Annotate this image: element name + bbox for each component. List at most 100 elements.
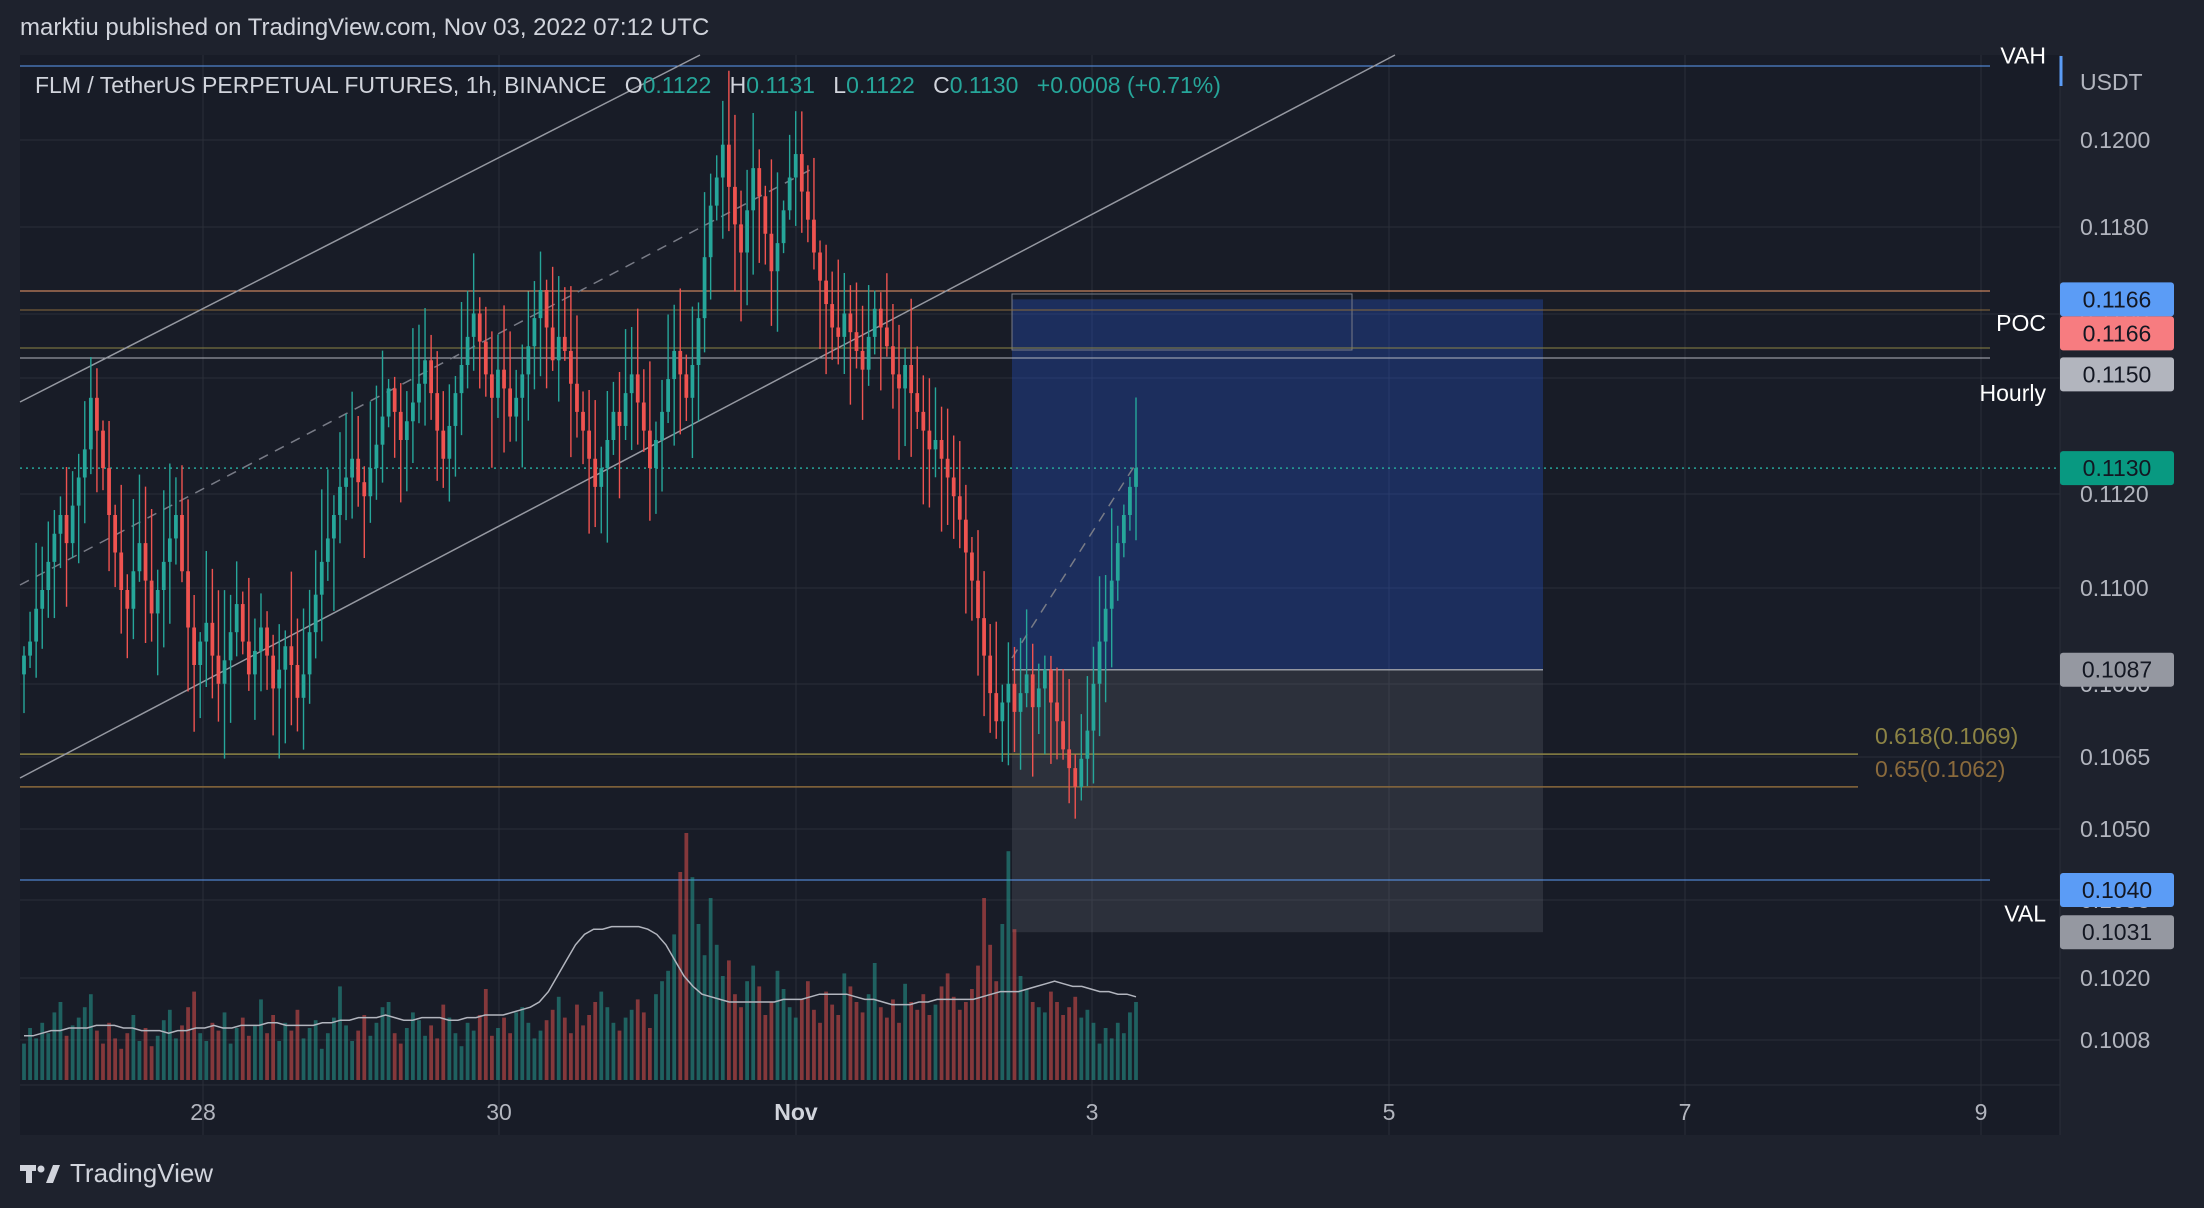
candle-body — [502, 369, 506, 389]
candle-body — [186, 571, 190, 628]
candle-body — [787, 177, 792, 211]
price-tag — [2060, 316, 2174, 351]
volume-bar — [805, 981, 810, 1080]
ohlc-legend: FLM / TetherUS PERPETUAL FUTURES, 1h, BI… — [35, 72, 1221, 99]
loss-zone — [1012, 669, 1543, 933]
candles — [22, 70, 1138, 819]
volume-bar — [1012, 929, 1017, 1080]
candle-body — [860, 350, 865, 370]
x-tick-label: 9 — [1975, 1099, 1988, 1125]
position-zones — [1011, 293, 1543, 933]
volume-bar — [963, 1002, 968, 1080]
volume-bar — [836, 1015, 841, 1080]
candle-body — [915, 393, 920, 412]
volume-bar — [429, 1025, 434, 1080]
candle-body — [872, 308, 877, 337]
volume-bar — [119, 1048, 124, 1080]
volume-bar — [957, 1009, 962, 1080]
candle-body — [1042, 669, 1047, 689]
volume-bar — [1085, 1009, 1090, 1080]
volume-bar — [745, 981, 749, 1080]
candle-body — [726, 144, 731, 187]
volume-bar — [417, 1020, 421, 1080]
volume-bar — [1024, 989, 1029, 1080]
candle-body — [957, 496, 962, 520]
symbol-label[interactable]: FLM / TetherUS PERPETUAL FUTURES, 1h, BI… — [35, 72, 607, 98]
volume-bar — [1073, 996, 1078, 1080]
candle-body — [46, 561, 51, 590]
y-tick-label: 0.1120 — [2080, 481, 2149, 507]
x-tick-label: 7 — [1679, 1099, 1692, 1125]
candle-body — [459, 365, 464, 394]
volume-bar — [301, 1038, 306, 1080]
candle-body — [180, 515, 184, 572]
volume-bar — [641, 1012, 646, 1080]
volume-bar — [690, 877, 695, 1080]
volume-bar — [647, 1028, 652, 1080]
candle-body — [125, 590, 130, 609]
volume-bar — [939, 986, 944, 1080]
volume-bar — [976, 965, 980, 1080]
volume-bar — [423, 1035, 427, 1080]
candle-body — [848, 313, 853, 333]
volume-bar — [22, 1043, 26, 1080]
volume-bar — [216, 1030, 221, 1080]
volume-bar — [161, 1020, 166, 1080]
candle-body — [1055, 702, 1059, 722]
axis-labels: 0.12000.11800.11600.11400.11200.11000.10… — [20, 43, 2174, 1135]
volume-bar — [1049, 991, 1053, 1080]
volume-bar — [313, 1020, 318, 1080]
volume-bar — [1079, 1017, 1084, 1080]
volume-bar — [781, 989, 786, 1080]
candle-body — [672, 350, 677, 380]
volume-bar — [362, 1015, 367, 1080]
low-label: L — [833, 72, 847, 98]
candle-body — [1006, 683, 1011, 703]
open-label: O — [624, 72, 643, 98]
volume-bar — [520, 1007, 525, 1080]
candle-body — [556, 336, 561, 361]
candle-body — [982, 618, 986, 656]
volume-bar — [204, 1041, 209, 1080]
candle-body — [52, 533, 57, 562]
candle-body — [441, 430, 446, 459]
volume-bar — [672, 934, 677, 1080]
candle-body — [107, 468, 111, 515]
candle-body — [161, 561, 166, 590]
volume-bars — [22, 833, 1138, 1080]
volume-bar — [465, 1022, 470, 1080]
candle-body — [629, 374, 634, 394]
volume-bar — [629, 1009, 634, 1080]
volume-bar — [435, 1038, 440, 1080]
candle-body — [1000, 702, 1005, 722]
volume-bar — [1134, 1002, 1138, 1080]
volume-bar — [137, 1041, 142, 1080]
volume-bar — [82, 1007, 87, 1080]
candle-body — [174, 515, 178, 539]
volume-bar — [635, 999, 640, 1080]
candle-body — [1018, 693, 1023, 712]
volume-bar — [222, 1012, 227, 1080]
candle-body — [733, 186, 737, 225]
candle-body — [277, 669, 282, 689]
volume-bar — [830, 1004, 835, 1080]
volume-bar — [611, 1022, 616, 1080]
volume-bar — [356, 1030, 361, 1080]
candle-body — [708, 205, 713, 258]
tradingview-logo[interactable]: TradingView — [20, 1158, 213, 1189]
y-tick-label: 0.1008 — [2080, 1027, 2150, 1053]
candle-body — [204, 622, 209, 642]
volume-bar — [186, 1007, 190, 1080]
volume-bar — [88, 994, 93, 1080]
volume-bar — [903, 983, 907, 1080]
volume-bar — [192, 991, 197, 1080]
candle-body — [447, 425, 452, 459]
candle-body — [295, 665, 300, 698]
candle-body — [1030, 674, 1035, 708]
volume-bar — [739, 1007, 743, 1080]
volume-bar — [332, 1017, 336, 1080]
profit-zone — [1012, 299, 1543, 670]
candle-body — [1091, 683, 1096, 731]
volume-bar — [951, 996, 956, 1080]
